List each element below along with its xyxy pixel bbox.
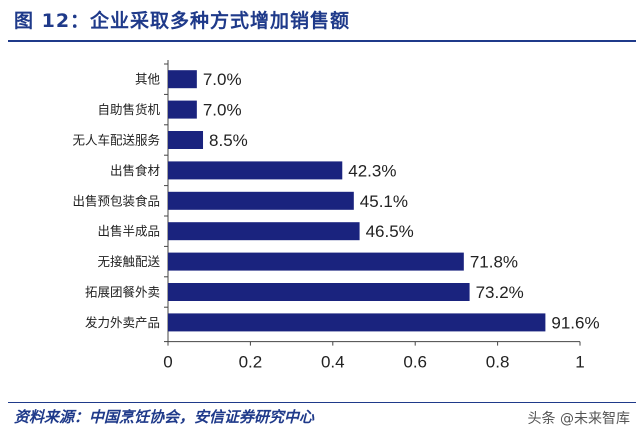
x-tick-label: 1: [575, 353, 584, 372]
bar-chart: 其他 7.0% 自助售货机 7.0% 无人车配送服务 8.5% 出售食材 42.3% 出售预包装…: [72, 60, 600, 372]
figure-title: 图 12：企业采取多种方式增加销售额: [14, 10, 351, 32]
category-label: 出售半成品: [97, 224, 160, 239]
bar: [168, 283, 470, 301]
bar: [168, 131, 204, 149]
bar: [168, 252, 464, 271]
data-label: 42.3%: [348, 161, 396, 180]
bar: [168, 313, 546, 332]
category-label: 拓展团餐外卖: [85, 285, 160, 300]
source-note: 资料来源：中国烹饪协会，安信证券研究中心: [14, 408, 315, 426]
category-label: 无接触配送: [97, 254, 160, 269]
category-label: 无人车配送服务: [72, 133, 160, 148]
data-label: 46.5%: [366, 222, 414, 241]
x-tick-label: 0.6: [403, 353, 427, 372]
data-label: 73.2%: [476, 283, 524, 302]
category-label: 自助售货机: [97, 102, 160, 117]
category-label: 出售食材: [110, 163, 160, 178]
category-label: 出售预包装食品: [72, 193, 160, 208]
title-divider: [8, 40, 636, 42]
x-tick-label: 0: [163, 353, 172, 372]
data-label: 8.5%: [209, 131, 248, 150]
x-tick-label: 0.2: [239, 353, 263, 372]
x-tick-label: 0.8: [486, 353, 510, 372]
bar: [168, 191, 354, 210]
source-divider: [8, 402, 636, 403]
bar: [168, 70, 197, 89]
bar: [168, 222, 360, 241]
bar: [168, 100, 197, 119]
data-label: 7.0%: [203, 70, 242, 89]
data-label: 45.1%: [360, 192, 408, 211]
data-label: 71.8%: [470, 253, 518, 272]
watermark: 头条 @未来智库: [527, 411, 630, 427]
category-label: 其他: [135, 72, 161, 87]
x-tick-label: 0.4: [321, 353, 345, 372]
data-label: 91.6%: [551, 313, 599, 332]
bar: [168, 161, 343, 180]
data-label: 7.0%: [203, 101, 242, 120]
category-label: 发力外卖产品: [85, 315, 160, 330]
